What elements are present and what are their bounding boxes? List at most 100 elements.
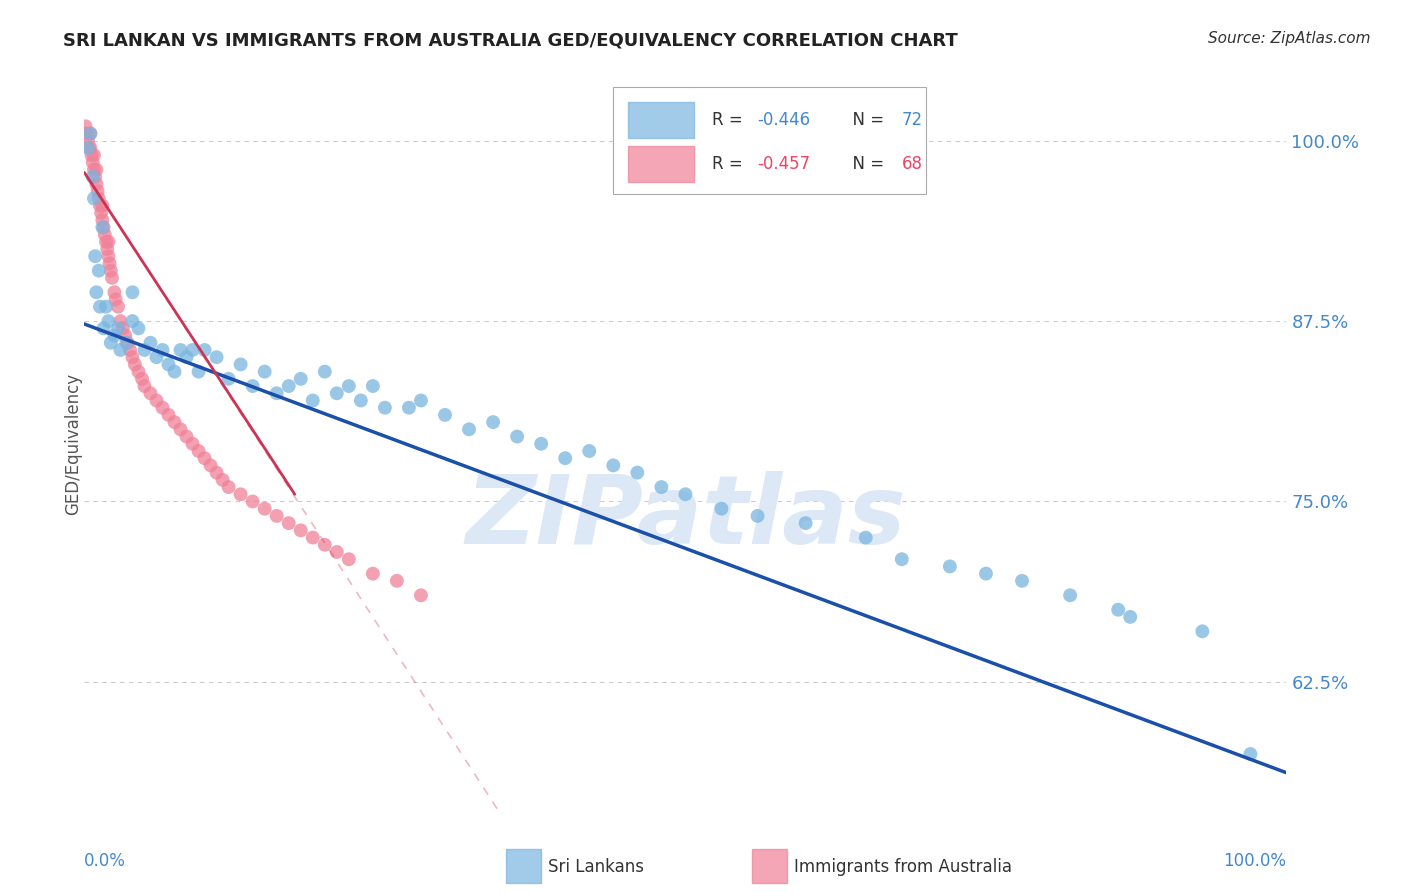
Point <box>127 321 149 335</box>
Point <box>93 321 115 335</box>
Point <box>794 516 817 530</box>
Point <box>86 162 108 177</box>
Point <box>94 300 117 314</box>
Point <box>434 408 457 422</box>
Point <box>84 169 107 184</box>
Point <box>506 429 529 443</box>
FancyBboxPatch shape <box>613 87 927 194</box>
FancyBboxPatch shape <box>627 103 693 137</box>
Point <box>91 213 114 227</box>
Point <box>134 343 156 357</box>
Point <box>82 169 104 184</box>
Point <box>194 451 217 466</box>
Point <box>350 393 373 408</box>
Point <box>121 285 143 300</box>
Point <box>157 408 180 422</box>
Point <box>134 379 156 393</box>
Point <box>337 552 360 566</box>
Point <box>131 372 153 386</box>
Point <box>1107 603 1129 617</box>
Point <box>602 458 624 473</box>
Y-axis label: GED/Equivalency: GED/Equivalency <box>65 373 82 515</box>
Point <box>1059 588 1081 602</box>
Point <box>398 401 420 415</box>
Point <box>855 531 877 545</box>
Point <box>337 379 360 393</box>
Point <box>87 191 110 205</box>
Point <box>115 335 138 350</box>
Point <box>290 372 312 386</box>
FancyBboxPatch shape <box>627 146 693 182</box>
Point <box>79 127 101 141</box>
Point <box>83 191 105 205</box>
Point <box>626 466 648 480</box>
Point <box>90 206 112 220</box>
Point <box>314 365 336 379</box>
Point <box>77 141 100 155</box>
Text: Immigrants from Australia: Immigrants from Australia <box>794 858 1012 876</box>
Point <box>1239 747 1261 761</box>
Point <box>118 343 141 357</box>
Text: -0.457: -0.457 <box>758 155 811 173</box>
Point <box>83 148 105 162</box>
Point <box>1119 610 1142 624</box>
Point <box>139 386 162 401</box>
Point <box>79 141 101 155</box>
Point <box>290 524 312 538</box>
Point <box>86 285 108 300</box>
Point <box>277 379 299 393</box>
Point <box>176 429 198 443</box>
Text: SRI LANKAN VS IMMIGRANTS FROM AUSTRALIA GED/EQUIVALENCY CORRELATION CHART: SRI LANKAN VS IMMIGRANTS FROM AUSTRALIA … <box>63 31 957 49</box>
Point <box>187 444 209 458</box>
Point <box>301 531 323 545</box>
Point <box>181 343 204 357</box>
Point <box>101 270 124 285</box>
Point <box>104 293 127 307</box>
Point <box>181 436 204 450</box>
Text: ZIPatlas: ZIPatlas <box>465 471 905 564</box>
Point <box>91 220 114 235</box>
Point <box>530 436 553 450</box>
Point <box>1191 624 1213 639</box>
Point <box>86 177 108 191</box>
Point <box>301 393 323 408</box>
Point <box>409 588 432 602</box>
Point <box>93 220 115 235</box>
Point <box>229 487 252 501</box>
Point <box>266 508 288 523</box>
Point <box>82 155 104 169</box>
Point <box>111 321 134 335</box>
Point <box>97 314 120 328</box>
Point <box>97 235 120 249</box>
Point <box>211 473 233 487</box>
Point <box>114 328 136 343</box>
Point <box>578 444 600 458</box>
Point <box>75 120 97 134</box>
Point <box>939 559 962 574</box>
Point <box>326 386 349 401</box>
Point <box>87 263 110 277</box>
Point <box>409 393 432 408</box>
Point <box>650 480 672 494</box>
Point <box>218 372 240 386</box>
Text: 72: 72 <box>901 111 922 129</box>
Point <box>152 343 174 357</box>
Point <box>79 127 101 141</box>
Point <box>80 148 103 162</box>
Point <box>242 494 264 508</box>
Point <box>103 328 125 343</box>
Point <box>139 335 162 350</box>
Point <box>194 343 217 357</box>
Point <box>145 393 167 408</box>
Point <box>103 285 125 300</box>
Point <box>152 401 174 415</box>
Point <box>157 358 180 372</box>
Point <box>675 487 697 501</box>
Point <box>124 358 146 372</box>
Point <box>747 508 769 523</box>
Point <box>110 343 132 357</box>
Point <box>187 365 209 379</box>
Point <box>482 415 505 429</box>
Point <box>253 501 276 516</box>
Point <box>266 386 288 401</box>
